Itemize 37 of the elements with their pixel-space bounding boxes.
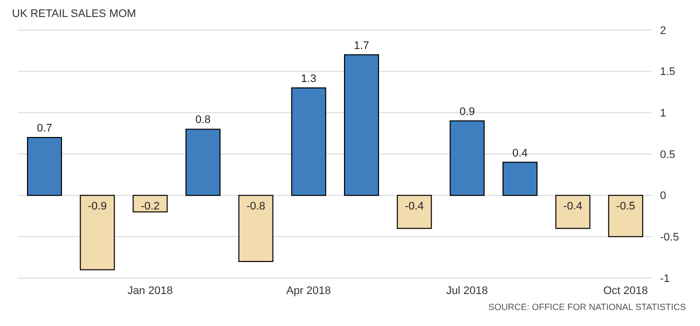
bar [344, 54, 380, 196]
data-label: -0.2 [140, 200, 160, 212]
y-tick-label: 1 [660, 108, 666, 120]
x-tick-label: Jan 2018 [127, 284, 173, 297]
bar [132, 194, 168, 212]
data-label: 0.7 [36, 122, 52, 134]
data-label: -0.5 [616, 200, 636, 212]
data-label: 1.3 [301, 72, 316, 85]
bar [396, 194, 432, 229]
chart-title: UK RETAIL SALES MOM [11, 8, 138, 22]
x-tick-label: Apr 2018 [286, 284, 331, 297]
data-label: 0.4 [512, 147, 528, 160]
data-label: -0.9 [88, 200, 107, 212]
data-label: -0.8 [246, 200, 266, 212]
x-tick-label: Oct 2018 [603, 284, 648, 297]
bar [502, 162, 538, 196]
x-tick-label: Jul 2018 [446, 284, 488, 297]
bar [608, 194, 644, 238]
y-tick-label: 2 [660, 24, 666, 37]
bar [238, 194, 274, 262]
bar [291, 87, 326, 196]
data-label: 1.7 [354, 40, 370, 52]
bar [27, 136, 62, 196]
bar [555, 194, 590, 229]
data-label: -0.4 [563, 200, 582, 212]
y-tick-label: -1 [660, 272, 670, 285]
y-tick-label: 0 [660, 190, 666, 202]
data-label: -0.4 [404, 200, 424, 212]
y-tick-label: 1.5 [660, 66, 676, 78]
y-tick-label: -0.5 [660, 232, 679, 244]
bar [450, 120, 485, 196]
data-label: 0.8 [195, 114, 211, 126]
data-label: 0.9 [460, 106, 475, 118]
bar [80, 194, 115, 270]
bar [186, 128, 221, 196]
y-tick-label: 0.5 [660, 148, 676, 161]
source-note: SOURCE: OFFICE FOR NATIONAL STATISTICS [488, 302, 686, 312]
